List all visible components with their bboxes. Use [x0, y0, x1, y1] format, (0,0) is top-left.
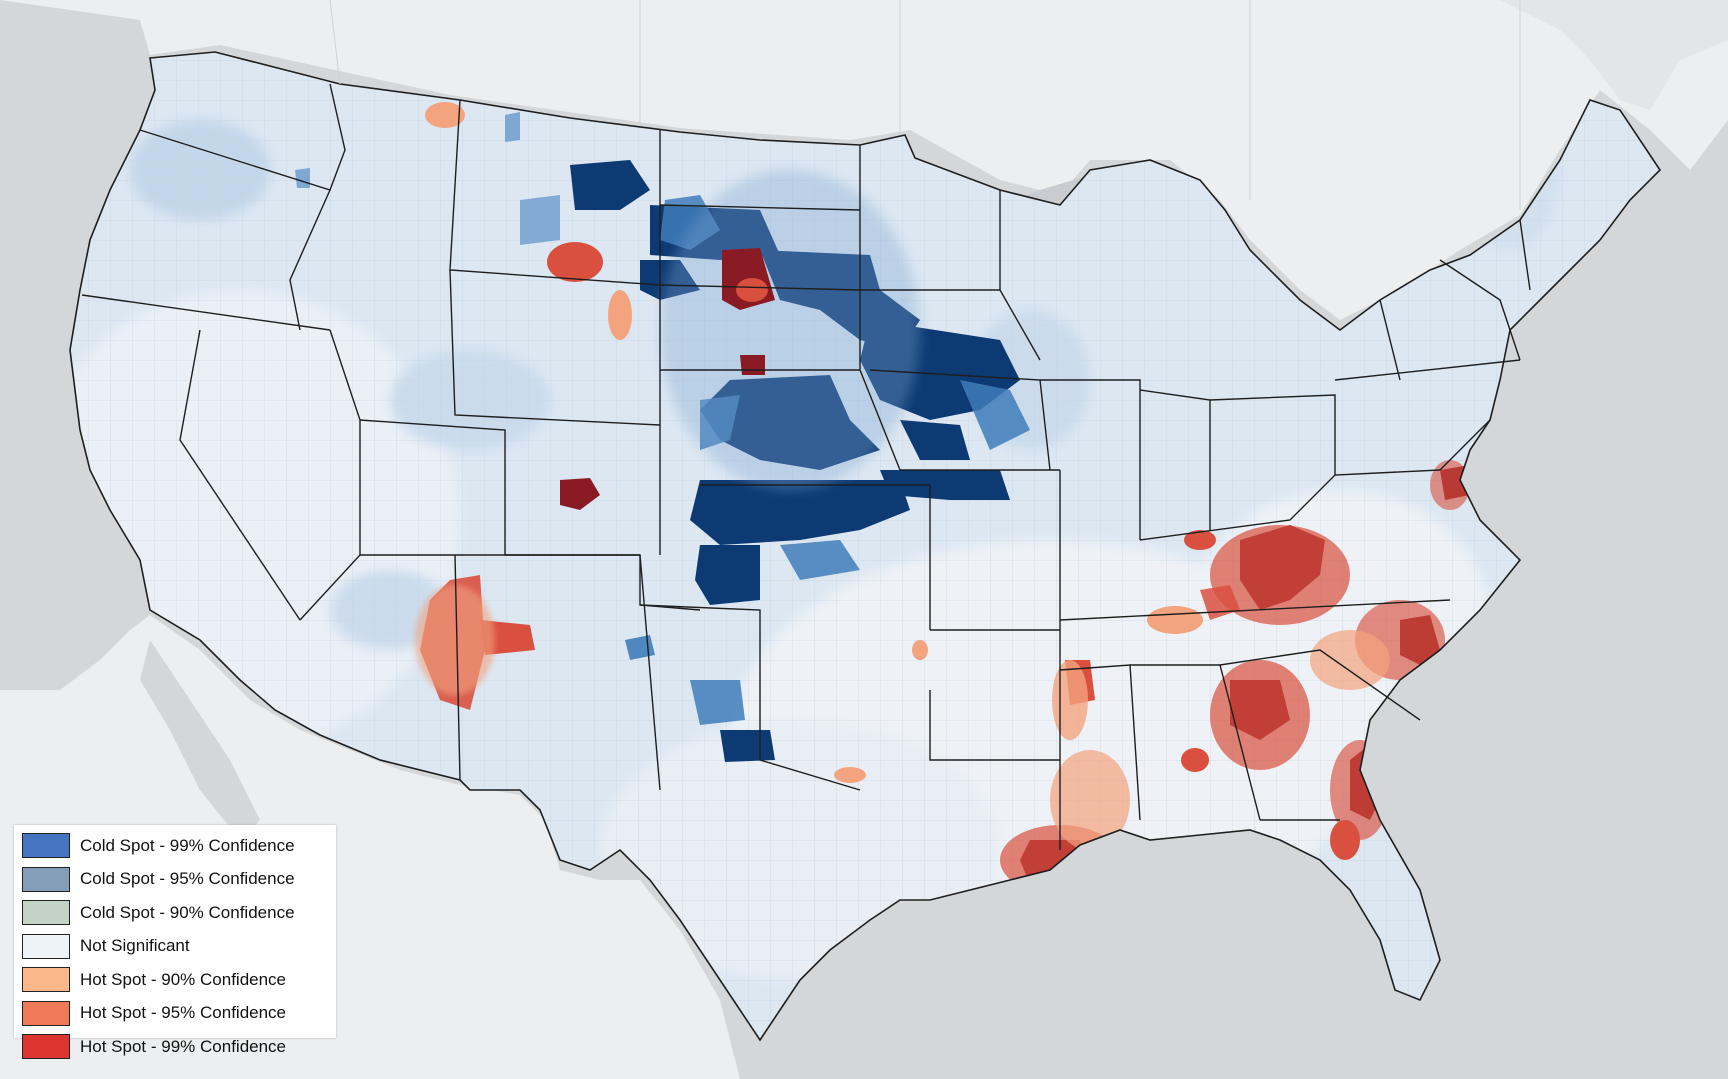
state-borders — [81, 83, 1531, 850]
legend-label: Cold Spot - 95% Confidence — [80, 869, 295, 889]
map-legend: Cold Spot - 99% Confidence Cold Spot - 9… — [14, 825, 336, 1060]
legend-swatch — [22, 833, 70, 859]
legend-label: Hot Spot - 95% Confidence — [80, 1003, 287, 1023]
legend-swatch — [22, 900, 70, 926]
gulf-of-california — [140, 640, 260, 840]
legend-swatch — [22, 866, 70, 892]
legend-item-hot-90: Hot Spot - 90% Confidence — [22, 963, 326, 997]
legend-swatch — [22, 933, 70, 959]
legend-item-not-significant: Not Significant — [22, 930, 326, 964]
cold-spot-cluster — [295, 112, 1030, 762]
canada-landmass — [0, 0, 1728, 320]
legend-swatch — [22, 1034, 70, 1060]
legend-label: Cold Spot - 99% Confidence — [80, 835, 295, 855]
legend-item-cold-90: Cold Spot - 90% Confidence — [22, 896, 326, 930]
legend-label: Not Significant — [80, 936, 190, 956]
legend-label: Hot Spot - 99% Confidence — [80, 1036, 287, 1056]
legend-swatch — [22, 967, 70, 993]
legend-item-hot-95: Hot Spot - 95% Confidence — [22, 997, 326, 1031]
legend-swatch — [22, 1000, 70, 1026]
legend-item-cold-99: Cold Spot - 99% Confidence — [22, 829, 326, 863]
hot-spot-cluster — [415, 102, 1470, 895]
legend-label: Cold Spot - 90% Confidence — [80, 902, 295, 922]
canada-province-lines — [329, 0, 1521, 210]
legend-item-hot-99: Hot Spot - 99% Confidence — [22, 1030, 326, 1064]
us-outline — [69, 51, 1662, 1042]
canada-landmass-east — [1500, 0, 1728, 110]
legend-item-cold-95: Cold Spot - 95% Confidence — [22, 863, 326, 897]
legend-label: Hot Spot - 90% Confidence — [80, 969, 287, 989]
